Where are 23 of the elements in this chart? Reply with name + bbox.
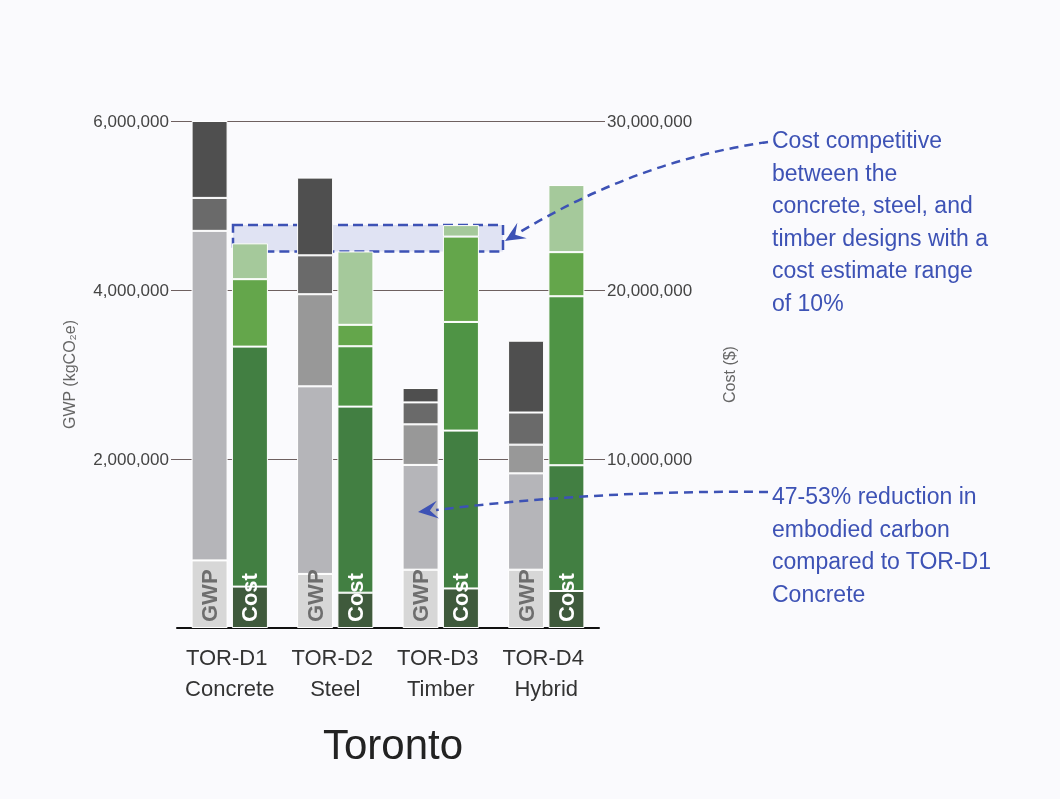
y2-tick-label: 20,000,000: [607, 280, 693, 300]
x-tick-label: TOR-D3 Timber: [396, 645, 485, 701]
y-tick-label: 4,000,000: [93, 280, 169, 300]
y-tick-label: 6,000,000: [93, 111, 169, 131]
text: Toronto: [322, 720, 464, 768]
text: Cost: [448, 573, 474, 622]
x-tick-label: TOR-D2 Steel: [291, 645, 380, 701]
text: Cost: [237, 573, 263, 622]
x-tick-label: TOR-D1 Concrete: [185, 645, 275, 701]
y-axis-title: GWP (kgCO₂e): [60, 319, 78, 430]
y2-tick-label: 10,000,000: [607, 449, 693, 469]
y2-axis-title: Cost ($): [720, 346, 738, 403]
text: GWP: [513, 569, 539, 622]
y-tick-label: 2,000,000: [93, 449, 169, 469]
text: 47-53% reduction in embodied carbon compared to TOR-D1 Concrete: [772, 482, 992, 609]
text: GWP: [302, 569, 328, 622]
text: Cost competitive between the concrete, steel, and timber designs with a cost estimate range of 10%: [772, 126, 990, 318]
series-label: GWP: [408, 569, 434, 622]
series-label: Cost: [342, 572, 368, 622]
text: GWP: [197, 569, 223, 622]
y2-tick-label: 30,000,000: [607, 111, 693, 131]
text: Cost: [553, 573, 579, 622]
x-tick-label: TOR-D4 Hybrid: [502, 645, 591, 701]
